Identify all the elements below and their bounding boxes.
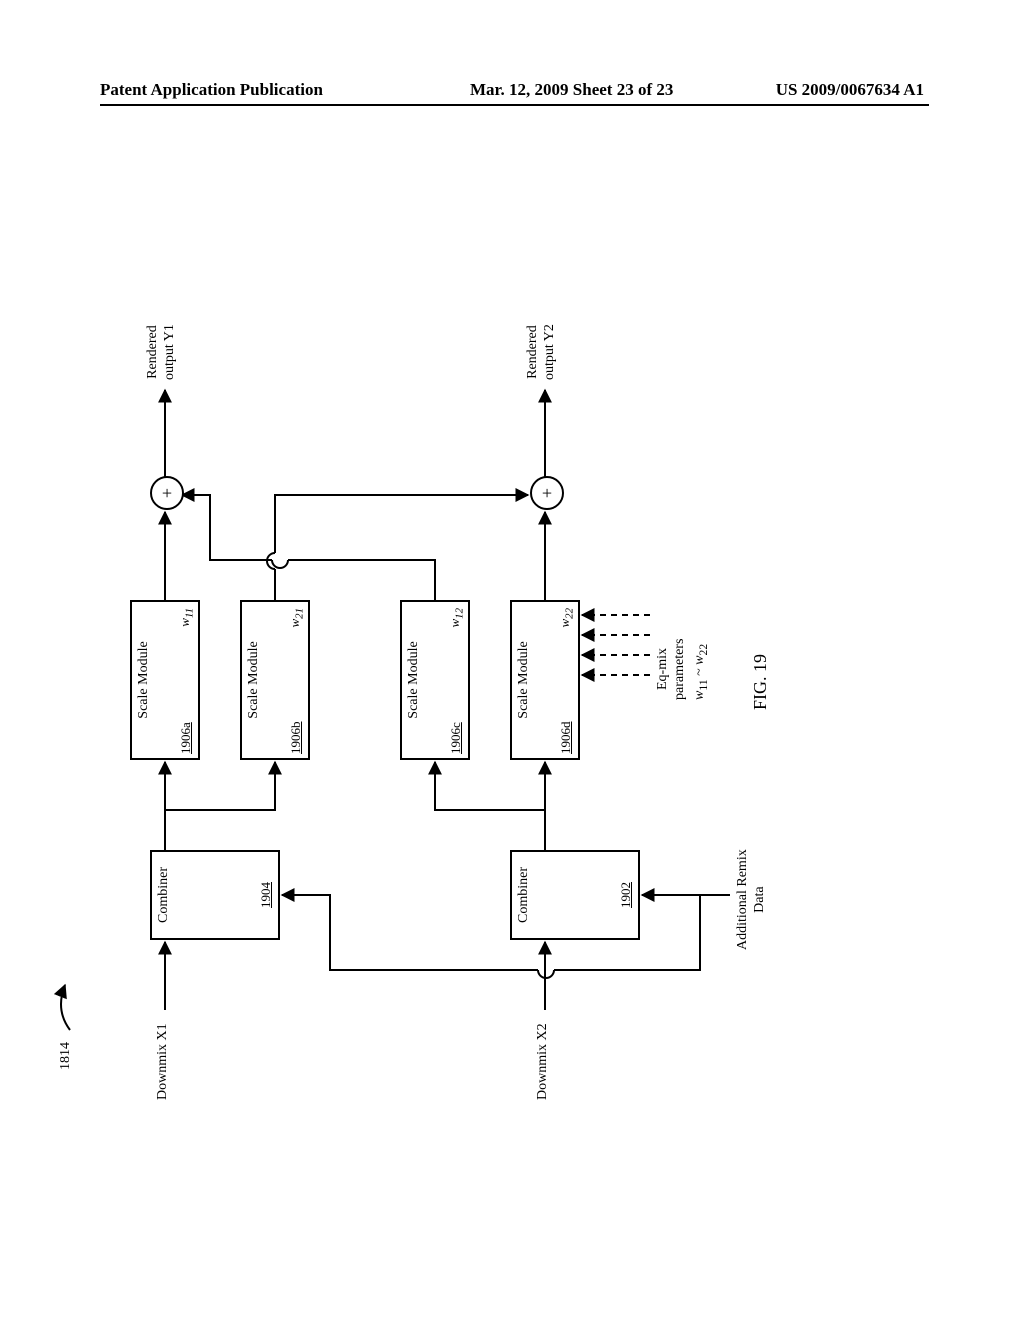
eqmix-range: w11 ~ w22 [692, 644, 711, 700]
scale-a-ref: 1906a [178, 722, 194, 754]
combiner-1902-ref: 1902 [618, 882, 634, 908]
rendered-y1-label: Rendered output Y1 [145, 324, 179, 380]
scale-d-label: Scale Module [516, 641, 532, 718]
scale-d-weight: w22 [557, 608, 576, 628]
scale-b-label: Scale Module [246, 641, 262, 718]
wire-comb2-to-scale-c [435, 762, 545, 810]
ref-arrow-1814 [61, 985, 70, 1030]
scale-module-1906b: Scale Module 1906b w21 [240, 600, 310, 760]
page-header: Patent Application Publication Mar. 12, … [100, 80, 924, 100]
wire-b-to-sum2-seg2 [275, 495, 528, 553]
header-right: US 2009/0067634 A1 [776, 80, 924, 100]
scale-a-weight: w11 [177, 608, 196, 627]
combiner-1904-label: Combiner [156, 867, 172, 923]
downmix-x1-label: Downmix X1 [155, 1023, 172, 1100]
header-center: Mar. 12, 2009 Sheet 23 of 23 [470, 80, 673, 100]
scale-module-1906d: Scale Module 1906d w22 [510, 600, 580, 760]
scale-b-ref: 1906b [288, 722, 304, 755]
combiner-1902: Combiner 1902 [510, 850, 640, 940]
eqmix-label-line1: Eq-mix [655, 648, 672, 690]
wire-comb1-to-scale-b [165, 762, 275, 810]
figure-number-label: FIG. 19 [750, 654, 771, 710]
combiner-1904-ref: 1904 [258, 882, 274, 908]
scale-c-label: Scale Module [406, 641, 422, 718]
figure-19-diagram: Combiner 1904 Combiner 1902 Scale Module… [10, 290, 1010, 1070]
downmix-x2-label: Downmix X2 [535, 1023, 552, 1100]
wire-c-to-sum1-seg2 [182, 495, 272, 560]
scale-module-1906a: Scale Module 1906a w11 [130, 600, 200, 760]
wire-c-to-sum1-seg1 [288, 560, 435, 600]
additional-remix-label: Additional Remix Data [735, 849, 769, 950]
eqmix-label-line2: parameters [672, 639, 689, 700]
header-rule [100, 104, 929, 106]
scale-c-ref: 1906c [448, 722, 464, 754]
summer-y2: + [530, 476, 564, 510]
wire-c-hop1 [272, 560, 288, 568]
scale-d-ref: 1906d [558, 722, 574, 755]
combiner-1904: Combiner 1904 [150, 850, 280, 940]
scale-module-1906c: Scale Module 1906c w12 [400, 600, 470, 760]
page: Patent Application Publication Mar. 12, … [0, 0, 1024, 1320]
rendered-y2-label: Rendered output Y2 [525, 324, 559, 380]
combiner-1902-label: Combiner [516, 867, 532, 923]
wire-remix-to-comb1 [282, 895, 538, 970]
header-left: Patent Application Publication [100, 80, 323, 100]
scale-a-label: Scale Module [136, 641, 152, 718]
ref-1814-label: 1814 [58, 1042, 75, 1070]
param-arrows-group [582, 615, 650, 675]
summer-y1: + [150, 476, 184, 510]
scale-c-weight: w12 [447, 608, 466, 628]
scale-b-weight: w21 [287, 608, 306, 628]
